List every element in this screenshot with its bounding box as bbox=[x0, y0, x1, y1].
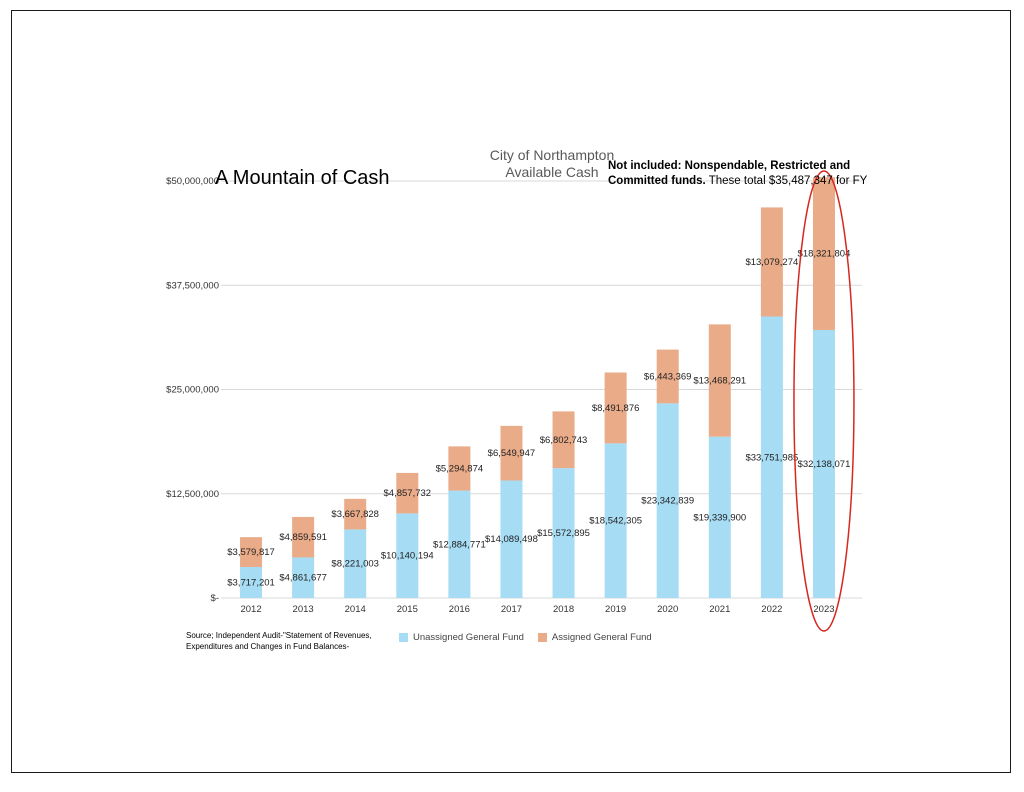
data-label-assigned: $4,859,591 bbox=[279, 532, 327, 543]
x-tick-label: 2017 bbox=[501, 604, 522, 615]
x-tick-label: 2021 bbox=[709, 604, 730, 615]
bar-assigned bbox=[552, 411, 575, 469]
x-tick-label: 2012 bbox=[240, 604, 261, 615]
bar-assigned bbox=[604, 372, 627, 444]
bar-assigned bbox=[448, 446, 471, 491]
bar-unassigned bbox=[344, 529, 367, 598]
legend-item-unassigned: Unassigned General Fund bbox=[399, 632, 524, 643]
data-label-unassigned: $4,861,677 bbox=[279, 573, 327, 584]
data-label-assigned: $18,321,804 bbox=[798, 249, 851, 260]
data-label-unassigned: $15,572,895 bbox=[537, 528, 590, 539]
data-label-unassigned: $8,221,003 bbox=[331, 559, 379, 570]
data-label-unassigned: $19,339,900 bbox=[693, 512, 746, 523]
chart-title-line-2: Available Cash bbox=[505, 164, 599, 180]
y-tick-label: $- bbox=[211, 593, 219, 604]
gridlines bbox=[221, 180, 862, 599]
bars bbox=[240, 177, 835, 598]
data-label-assigned: $13,079,274 bbox=[745, 257, 798, 268]
x-tick-label: 2019 bbox=[605, 604, 626, 615]
legend-label-unassigned: Unassigned General Fund bbox=[413, 632, 524, 643]
data-label-assigned: $13,468,291 bbox=[693, 376, 746, 387]
chart-title-line-1: City of Northampton bbox=[489, 147, 615, 163]
data-label-assigned: $3,579,817 bbox=[227, 547, 275, 558]
bar-unassigned bbox=[812, 329, 835, 598]
legend-item-assigned: Assigned General Fund bbox=[537, 632, 652, 643]
bar-assigned bbox=[500, 425, 523, 481]
y-tick-label: $12,500,000 bbox=[166, 489, 219, 500]
bar-unassigned bbox=[552, 468, 575, 598]
legend: Unassigned General Fund Assigned General… bbox=[399, 632, 666, 643]
exclusion-note: Not included: Nonspendable, Restricted a… bbox=[608, 159, 878, 189]
data-label-unassigned: $23,342,839 bbox=[641, 496, 694, 507]
data-label-assigned: $6,802,743 bbox=[540, 435, 588, 446]
highlight-ellipse bbox=[793, 170, 855, 632]
bar-assigned bbox=[344, 498, 367, 530]
data-label-unassigned: $10,140,194 bbox=[381, 551, 434, 562]
bar-assigned bbox=[812, 177, 835, 330]
bar-unassigned bbox=[292, 557, 315, 598]
data-label-assigned: $6,549,947 bbox=[488, 448, 536, 459]
page-frame: $- $12,500,000 $25,000,000 $37,500,000 $50,0… bbox=[11, 10, 1011, 773]
bar-unassigned bbox=[240, 566, 263, 598]
y-axis-ticks: $- $12,500,000 $25,000,000 $37,500,000 $50,0… bbox=[166, 176, 219, 604]
source-note: Source; Independent Audit-"Statement of … bbox=[186, 631, 372, 651]
legend-swatch-unassigned bbox=[399, 633, 408, 642]
data-label-assigned: $6,443,369 bbox=[644, 371, 692, 382]
x-tick-label: 2014 bbox=[345, 604, 366, 615]
data-label-assigned: $5,294,874 bbox=[436, 463, 484, 474]
legend-swatch-assigned bbox=[537, 633, 547, 642]
y-tick-label: $25,000,000 bbox=[166, 385, 219, 396]
x-tick-label: 2013 bbox=[293, 604, 314, 615]
data-label-unassigned: $12,884,771 bbox=[433, 539, 486, 550]
main-title: A Mountain of Cash bbox=[215, 167, 390, 189]
data-labels: $3,717,201 $3,579,817 $4,861,677 $4,859,591… bbox=[227, 249, 850, 589]
x-tick-label: 2015 bbox=[397, 604, 418, 615]
data-label-unassigned: $18,542,305 bbox=[589, 516, 642, 527]
bar-assigned bbox=[240, 537, 263, 567]
bar-assigned bbox=[708, 324, 731, 437]
data-label-assigned: $4,857,732 bbox=[384, 488, 432, 499]
bar-assigned bbox=[396, 472, 419, 514]
chart-title: City of Northampton Available Cash bbox=[467, 147, 637, 181]
data-label-unassigned: $33,751,985 bbox=[745, 452, 798, 463]
bar-assigned bbox=[760, 207, 783, 317]
x-axis-ticks: 2012 2013 2014 2015 2016 2017 2018 2019 2020 2021… bbox=[240, 604, 834, 615]
bar-unassigned bbox=[708, 436, 731, 598]
legend-label-assigned: Assigned General Fund bbox=[551, 632, 652, 643]
data-label-unassigned: $14,089,498 bbox=[485, 534, 538, 545]
bar-assigned bbox=[292, 516, 315, 558]
y-tick-label: $50,000,000 bbox=[166, 176, 219, 187]
bar-unassigned bbox=[448, 490, 471, 598]
data-label-assigned: $8,491,876 bbox=[592, 403, 640, 414]
bar-assigned bbox=[656, 349, 679, 404]
x-tick-label: 2016 bbox=[449, 604, 470, 615]
bar-unassigned bbox=[760, 316, 783, 598]
bar-unassigned bbox=[396, 513, 419, 598]
x-tick-label: 2018 bbox=[553, 604, 574, 615]
y-tick-label: $37,500,000 bbox=[166, 280, 219, 291]
x-tick-label: 2022 bbox=[761, 604, 782, 615]
bar-unassigned bbox=[604, 443, 627, 598]
stacked-bar-chart: $- $12,500,000 $25,000,000 $37,500,000 $50,0… bbox=[166, 170, 862, 632]
data-label-assigned: $3,667,828 bbox=[331, 509, 379, 520]
x-tick-label: 2020 bbox=[657, 604, 678, 615]
note-bold-text: Not included: Nonspendable, Restricted a… bbox=[608, 160, 851, 187]
data-label-unassigned: $32,138,071 bbox=[798, 459, 851, 470]
x-tick-label: 2023 bbox=[813, 604, 834, 615]
bar-unassigned bbox=[500, 480, 523, 598]
note-normal-text: These total $35,487,347 for FY bbox=[705, 175, 868, 187]
bar-unassigned bbox=[656, 403, 679, 598]
data-label-unassigned: $3,717,201 bbox=[227, 577, 275, 588]
